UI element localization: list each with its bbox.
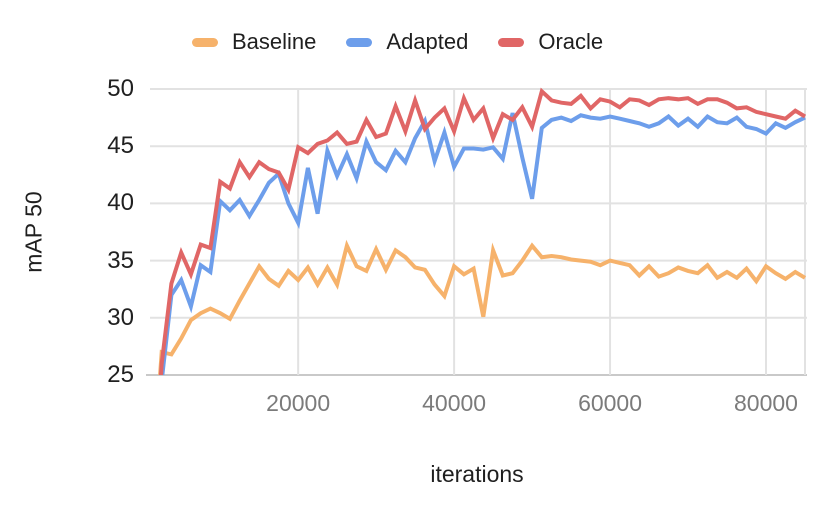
x-tick-label: 40000: [422, 390, 487, 416]
legend-label-adapted: Adapted: [386, 29, 469, 54]
x-tick-label: 80000: [734, 390, 798, 416]
x-tick-label: 20000: [266, 390, 331, 416]
y-tick-label: 25: [107, 361, 134, 388]
legend-item-oracle: Oracle: [498, 30, 603, 54]
y-tick-label: 30: [107, 303, 134, 331]
series-line-oracle: [158, 87, 807, 375]
series-line-adapted: [160, 112, 806, 375]
legend-label-baseline: Baseline: [232, 29, 317, 54]
adapted-swatch-icon: [346, 37, 373, 47]
y-axis-title: mAP 50: [20, 191, 47, 273]
legend-item-baseline: Baseline: [192, 30, 316, 54]
legend-item-adapted: Adapted: [346, 30, 468, 54]
legend-label-oracle: Oracle: [538, 29, 604, 54]
y-tick-label: 50: [107, 75, 134, 102]
series-line-baseline: [158, 239, 807, 375]
y-tick-label: 35: [107, 246, 134, 274]
x-tick-label: 60000: [578, 390, 643, 416]
baseline-swatch-icon: [192, 37, 218, 47]
oracle-swatch-icon: [498, 37, 525, 47]
y-tick-label: 45: [107, 132, 134, 160]
y-tick-label: 40: [107, 189, 134, 217]
legend: Baseline Adapted Oracle: [192, 30, 603, 54]
x-axis-title: iterations: [430, 461, 524, 487]
